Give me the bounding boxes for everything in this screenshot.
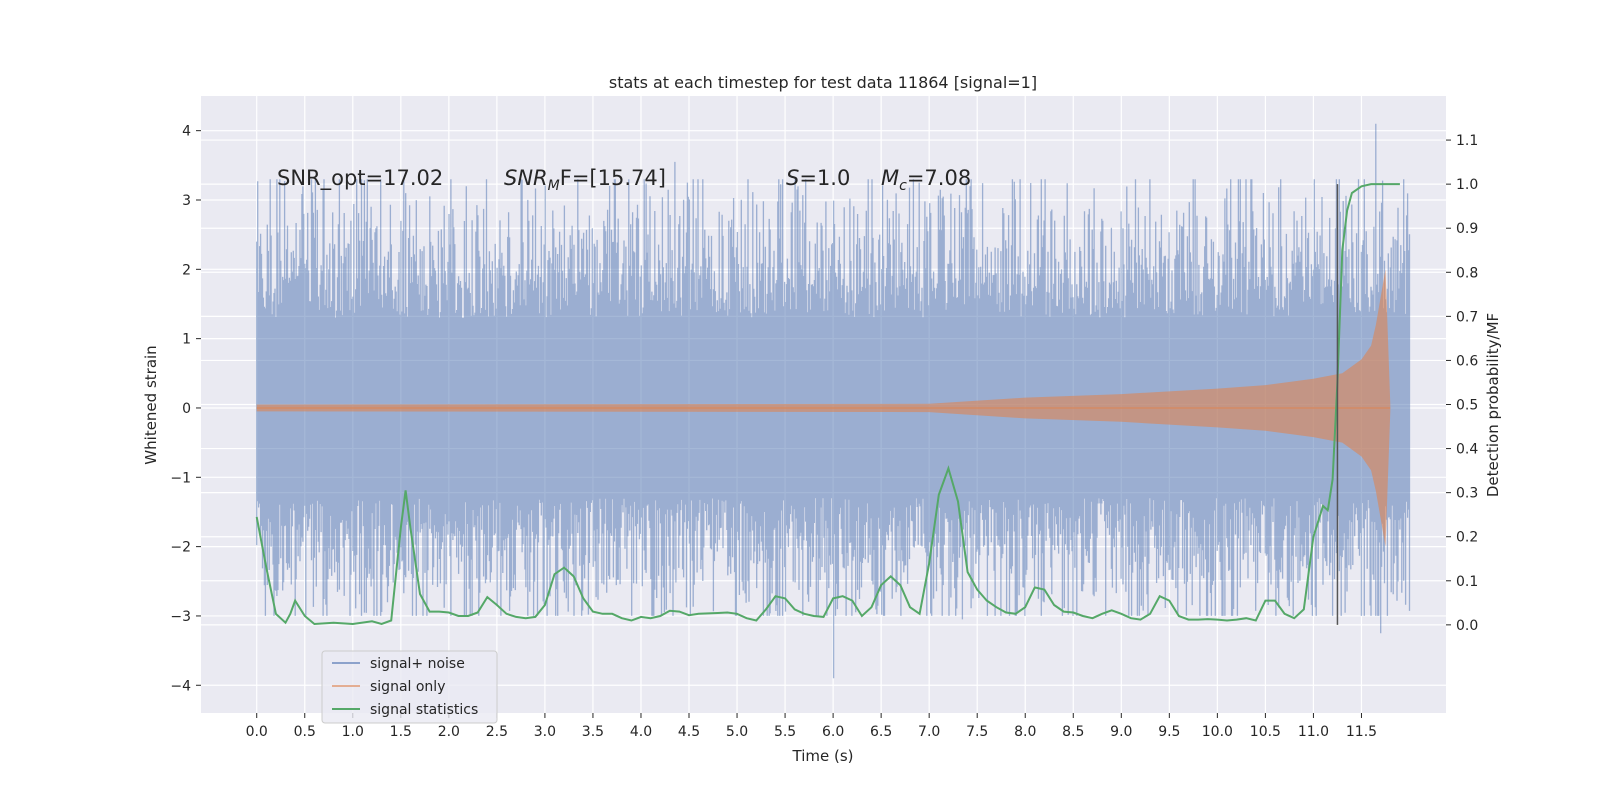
y-tick-label: −1	[170, 470, 191, 486]
y-axis-ticks: −4 −3 −2 −1 0 1 2 3 4	[170, 124, 201, 694]
y-right-tick-label: 0.6	[1456, 353, 1478, 369]
annotation-mc: Mc=7.08	[881, 166, 971, 194]
y-tick-label: 2	[182, 262, 191, 278]
legend: signal+ noise signal only signal statist…	[321, 650, 498, 724]
x-tick-label: 2.0	[438, 724, 460, 740]
y-tick-label: 0	[182, 401, 191, 417]
y-tick-label: 1	[182, 332, 191, 348]
x-tick-label: 2.5	[486, 724, 508, 740]
y-right-tick-label: 0.3	[1456, 486, 1478, 502]
signal-statistics-line	[255, 183, 1400, 626]
series-signal-only	[256, 269, 1391, 547]
x-tick-label: 10.5	[1250, 724, 1281, 740]
x-tick-label: 0.0	[246, 724, 268, 740]
chart-title: stats at each timestep for test data 118…	[609, 73, 1037, 92]
x-tick-label: 9.5	[1158, 724, 1180, 740]
x-tick-label: 3.0	[534, 724, 556, 740]
annotation-snr-opt: SNR_opt=17.02	[277, 166, 443, 191]
x-tick-label: 5.0	[726, 724, 748, 740]
x-tick-label: 11.0	[1298, 724, 1329, 740]
x-tick-label: 8.5	[1062, 724, 1084, 740]
y-right-tick-label: 0.4	[1456, 442, 1478, 458]
y-right-tick-label: 0.2	[1456, 530, 1478, 546]
x-tick-label: 9.0	[1110, 724, 1132, 740]
x-axis-ticks: 0.0 0.5 1.0 1.5 2.0 2.5 3.0 3.5 4.0 4.5 5.0 5.5 6.0 6…	[246, 713, 1377, 740]
y-axis-label: Whitened strain	[142, 345, 160, 464]
y-right-tick-label: 0.0	[1456, 618, 1478, 634]
y-tick-label: 3	[182, 193, 191, 209]
y-tick-label: −4	[170, 678, 191, 694]
x-tick-label: 10.0	[1202, 724, 1233, 740]
y-right-tick-label: 0.5	[1456, 398, 1478, 414]
y-right-tick-label: 0.9	[1456, 221, 1478, 237]
x-tick-label: 3.5	[582, 724, 604, 740]
y-axis-right-ticks: 0.0 0.1 0.2 0.3 0.4 0.5 0.6 0.7 0.8 0.9 1.0 1.1	[1446, 133, 1478, 634]
annotation-snr-mf: SNRMF=[15.74]	[504, 166, 666, 194]
y-right-tick-label: 0.7	[1456, 309, 1478, 325]
x-tick-label: 5.5	[774, 724, 796, 740]
x-tick-label: 8.0	[1014, 724, 1036, 740]
y-tick-label: −2	[170, 540, 191, 556]
x-tick-label: 4.5	[678, 724, 700, 740]
legend-label-signal-only: signal only	[370, 679, 445, 695]
legend-label-signal-statistics: signal statistics	[370, 702, 478, 718]
y-tick-label: −3	[170, 609, 191, 625]
annotation-s: S=1.0	[786, 166, 850, 190]
x-tick-label: 11.5	[1346, 724, 1377, 740]
x-tick-label: 1.5	[390, 724, 412, 740]
y-tick-label: 4	[182, 124, 191, 140]
x-tick-label: 7.5	[966, 724, 988, 740]
y-right-tick-label: 1.1	[1456, 133, 1478, 149]
y-right-tick-label: 0.1	[1456, 574, 1478, 590]
y-right-tick-label: 1.0	[1456, 177, 1478, 193]
x-tick-label: 7.0	[918, 724, 940, 740]
x-tick-label: 0.5	[294, 724, 316, 740]
y-axis-right-label: Detection probability/MF	[1484, 313, 1502, 497]
legend-frame	[321, 650, 498, 724]
y-right-tick-label: 0.8	[1456, 265, 1478, 281]
legend-label-signal-noise: signal+ noise	[370, 656, 465, 672]
x-tick-label: 6.0	[822, 724, 844, 740]
x-tick-label: 1.0	[342, 724, 364, 740]
x-tick-label: 4.0	[630, 724, 652, 740]
x-axis-label: Time (s)	[792, 747, 854, 765]
series-signal-statistics	[255, 183, 1400, 626]
x-tick-label: 6.5	[870, 724, 892, 740]
